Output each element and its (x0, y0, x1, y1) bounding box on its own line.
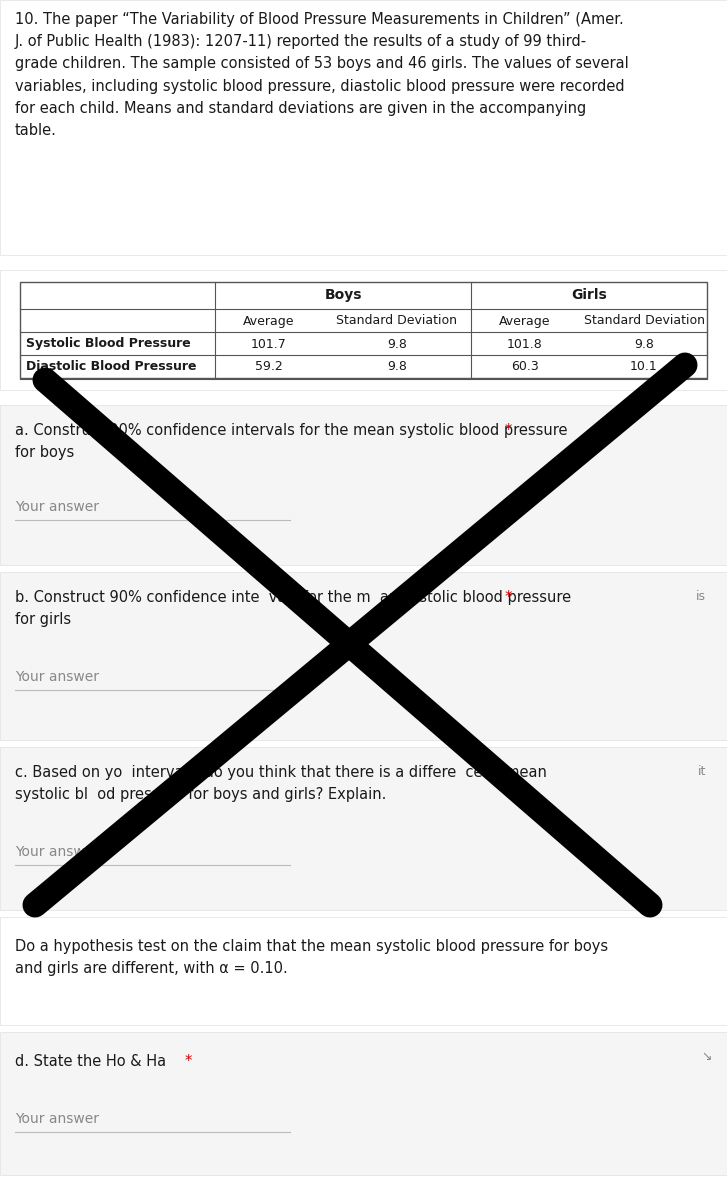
Text: *: * (505, 422, 513, 438)
Text: b. Construct 90% confidence inte  vals for the m  an systolic blood pressure: b. Construct 90% confidence inte vals fo… (15, 590, 576, 605)
Text: Your answer: Your answer (15, 1112, 99, 1126)
Bar (0, 917, 727, 1025)
Text: 9.8: 9.8 (387, 337, 407, 350)
Text: 9.8: 9.8 (387, 360, 407, 373)
Bar (0, 404, 727, 565)
Text: 60.3: 60.3 (511, 360, 539, 373)
Bar (0, 1032, 727, 1175)
Text: *: * (185, 1054, 193, 1069)
Text: Average: Average (244, 314, 294, 328)
Bar (0, 0, 727, 254)
Text: Your answer: Your answer (15, 500, 99, 514)
Text: 10. The paper “The Variability of Blood Pressure Measurements in Children” (Amer: 10. The paper “The Variability of Blood … (15, 12, 629, 138)
Text: 59.2: 59.2 (255, 360, 283, 373)
Text: Diastolic Blood Pressure: Diastolic Blood Pressure (26, 360, 196, 373)
Bar (20, 282, 707, 378)
Text: Boys: Boys (324, 288, 362, 302)
Text: Standard Deviation: Standard Deviation (584, 314, 704, 328)
Text: it: it (698, 766, 706, 778)
Text: Your answer: Your answer (15, 845, 99, 859)
Text: d. State the Ho & Ha: d. State the Ho & Ha (15, 1054, 171, 1069)
Text: Average: Average (499, 314, 551, 328)
Bar (0, 746, 727, 910)
Bar (0, 270, 727, 390)
Text: *: * (505, 590, 513, 605)
Text: for boys: for boys (15, 445, 74, 460)
Text: 9.8: 9.8 (634, 337, 654, 350)
Text: systolic bl  od pressure for boys and girls? Explain.: systolic bl od pressure for boys and gir… (15, 787, 386, 802)
Text: 101.7: 101.7 (251, 337, 287, 350)
Text: for girls: for girls (15, 612, 71, 626)
Text: is: is (696, 590, 706, 602)
Text: 101.8: 101.8 (507, 337, 543, 350)
Text: Do a hypothesis test on the claim that the mean systolic blood pressure for boys: Do a hypothesis test on the claim that t… (15, 938, 608, 977)
Text: Your answer: Your answer (15, 670, 99, 684)
Text: Girls: Girls (571, 288, 607, 302)
Text: Systolic Blood Pressure: Systolic Blood Pressure (26, 337, 190, 350)
Text: Standard Deviation: Standard Deviation (337, 314, 457, 328)
Bar (0, 572, 727, 740)
Text: 10.1: 10.1 (630, 360, 658, 373)
Text: ↘: ↘ (702, 1050, 712, 1063)
Text: c. Based on yo  intervals, do you think that there is a differe  ce in mean: c. Based on yo intervals, do you think t… (15, 766, 547, 780)
Text: a. Construct 90% confidence intervals for the mean systolic blood pressure: a. Construct 90% confidence intervals fo… (15, 422, 572, 438)
